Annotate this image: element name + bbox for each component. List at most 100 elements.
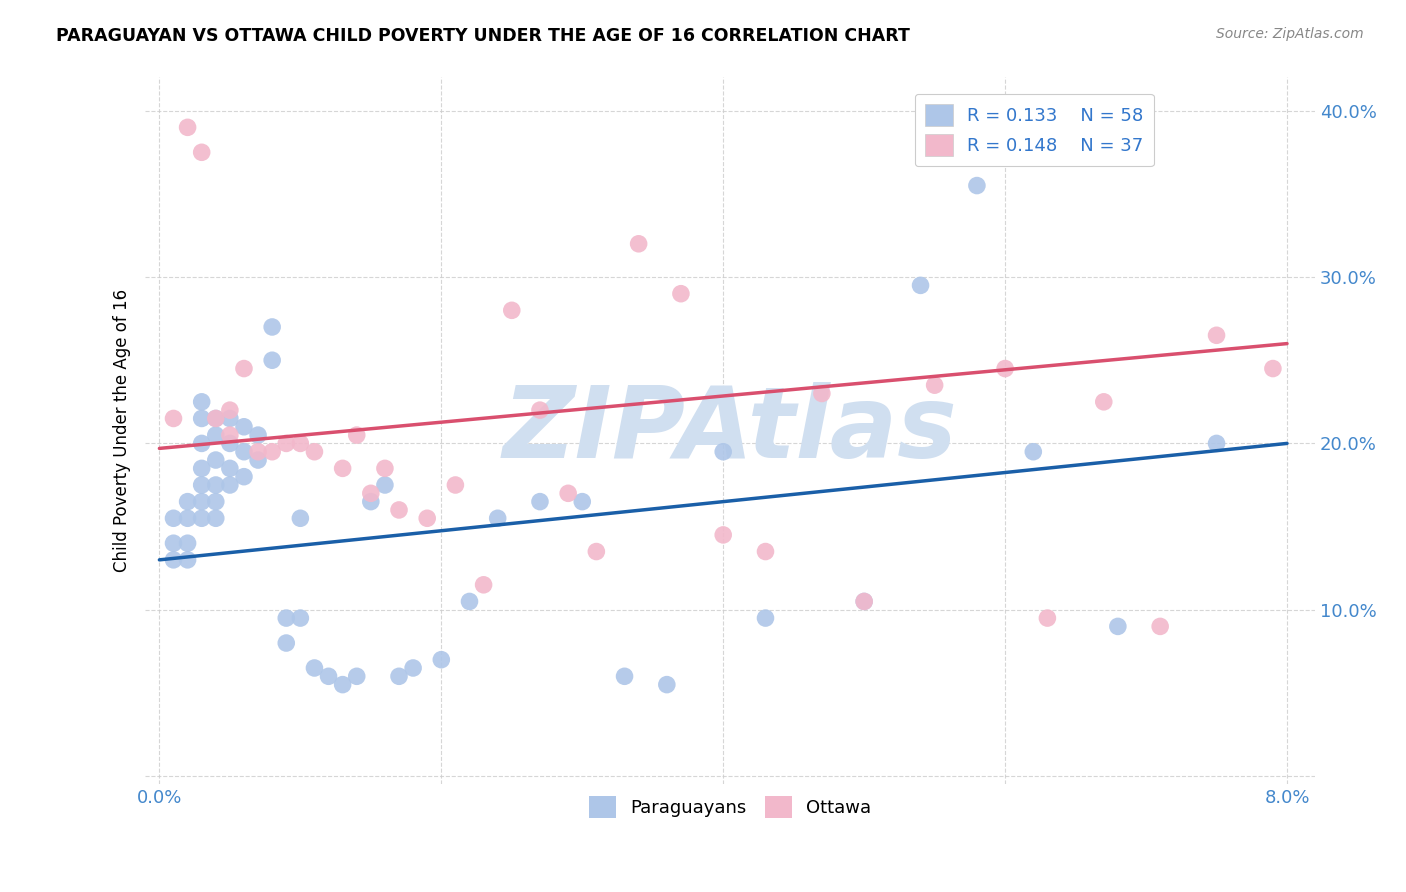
Point xyxy=(711,528,734,542)
Point xyxy=(162,536,184,550)
Point xyxy=(332,461,354,475)
Point xyxy=(1205,328,1227,343)
Point xyxy=(233,444,256,458)
Point xyxy=(176,536,198,550)
Point xyxy=(262,444,284,458)
Point xyxy=(711,444,734,458)
Point xyxy=(374,478,396,492)
Point xyxy=(853,594,876,608)
Point xyxy=(247,453,270,467)
Point xyxy=(360,494,382,508)
Point xyxy=(924,378,946,392)
Point xyxy=(444,478,467,492)
Point xyxy=(276,636,298,650)
Point xyxy=(853,594,876,608)
Point xyxy=(276,611,298,625)
Point xyxy=(402,661,425,675)
Point xyxy=(613,669,636,683)
Point xyxy=(374,461,396,475)
Point xyxy=(204,428,226,442)
Point xyxy=(247,444,270,458)
Point xyxy=(204,411,226,425)
Point xyxy=(247,428,270,442)
Point xyxy=(346,428,368,442)
Point xyxy=(190,461,212,475)
Point xyxy=(190,145,212,160)
Point xyxy=(204,494,226,508)
Point xyxy=(557,486,579,500)
Point xyxy=(388,503,411,517)
Point xyxy=(1022,444,1045,458)
Point xyxy=(176,511,198,525)
Point xyxy=(218,461,240,475)
Point xyxy=(218,436,240,450)
Point xyxy=(233,469,256,483)
Point xyxy=(472,578,495,592)
Point xyxy=(204,453,226,467)
Point xyxy=(501,303,523,318)
Point xyxy=(910,278,932,293)
Point xyxy=(218,428,240,442)
Point xyxy=(360,486,382,500)
Text: ZIPAtlas: ZIPAtlas xyxy=(503,383,957,479)
Point xyxy=(290,436,312,450)
Point xyxy=(218,411,240,425)
Point xyxy=(486,511,509,525)
Point xyxy=(1107,619,1129,633)
Legend: Paraguayans, Ottawa: Paraguayans, Ottawa xyxy=(582,789,879,825)
Point xyxy=(233,361,256,376)
Point xyxy=(416,511,439,525)
Y-axis label: Child Poverty Under the Age of 16: Child Poverty Under the Age of 16 xyxy=(114,289,131,573)
Point xyxy=(190,394,212,409)
Point xyxy=(754,544,776,558)
Point xyxy=(754,611,776,625)
Point xyxy=(176,120,198,135)
Point xyxy=(204,511,226,525)
Point xyxy=(966,178,988,193)
Point xyxy=(262,320,284,334)
Point xyxy=(332,678,354,692)
Point xyxy=(994,361,1017,376)
Point xyxy=(204,411,226,425)
Point xyxy=(811,386,834,401)
Point xyxy=(290,611,312,625)
Point xyxy=(204,478,226,492)
Point xyxy=(304,661,326,675)
Text: Source: ZipAtlas.com: Source: ZipAtlas.com xyxy=(1216,27,1364,41)
Point xyxy=(190,511,212,525)
Point xyxy=(218,478,240,492)
Point xyxy=(304,444,326,458)
Point xyxy=(388,669,411,683)
Point xyxy=(655,678,678,692)
Point xyxy=(290,511,312,525)
Point xyxy=(529,403,551,417)
Point xyxy=(1092,394,1115,409)
Point xyxy=(176,553,198,567)
Point xyxy=(190,436,212,450)
Point xyxy=(162,411,184,425)
Point xyxy=(276,436,298,450)
Point xyxy=(458,594,481,608)
Point xyxy=(190,478,212,492)
Point xyxy=(190,411,212,425)
Point xyxy=(346,669,368,683)
Point xyxy=(162,511,184,525)
Point xyxy=(262,353,284,368)
Point xyxy=(529,494,551,508)
Point xyxy=(162,553,184,567)
Point xyxy=(669,286,692,301)
Point xyxy=(176,494,198,508)
Point xyxy=(627,236,650,251)
Point xyxy=(1261,361,1284,376)
Text: PARAGUAYAN VS OTTAWA CHILD POVERTY UNDER THE AGE OF 16 CORRELATION CHART: PARAGUAYAN VS OTTAWA CHILD POVERTY UNDER… xyxy=(56,27,910,45)
Point xyxy=(1205,436,1227,450)
Point xyxy=(318,669,340,683)
Point xyxy=(430,653,453,667)
Point xyxy=(233,419,256,434)
Point xyxy=(571,494,593,508)
Point xyxy=(585,544,607,558)
Point xyxy=(190,494,212,508)
Point xyxy=(1036,611,1059,625)
Point xyxy=(218,403,240,417)
Point xyxy=(1149,619,1171,633)
